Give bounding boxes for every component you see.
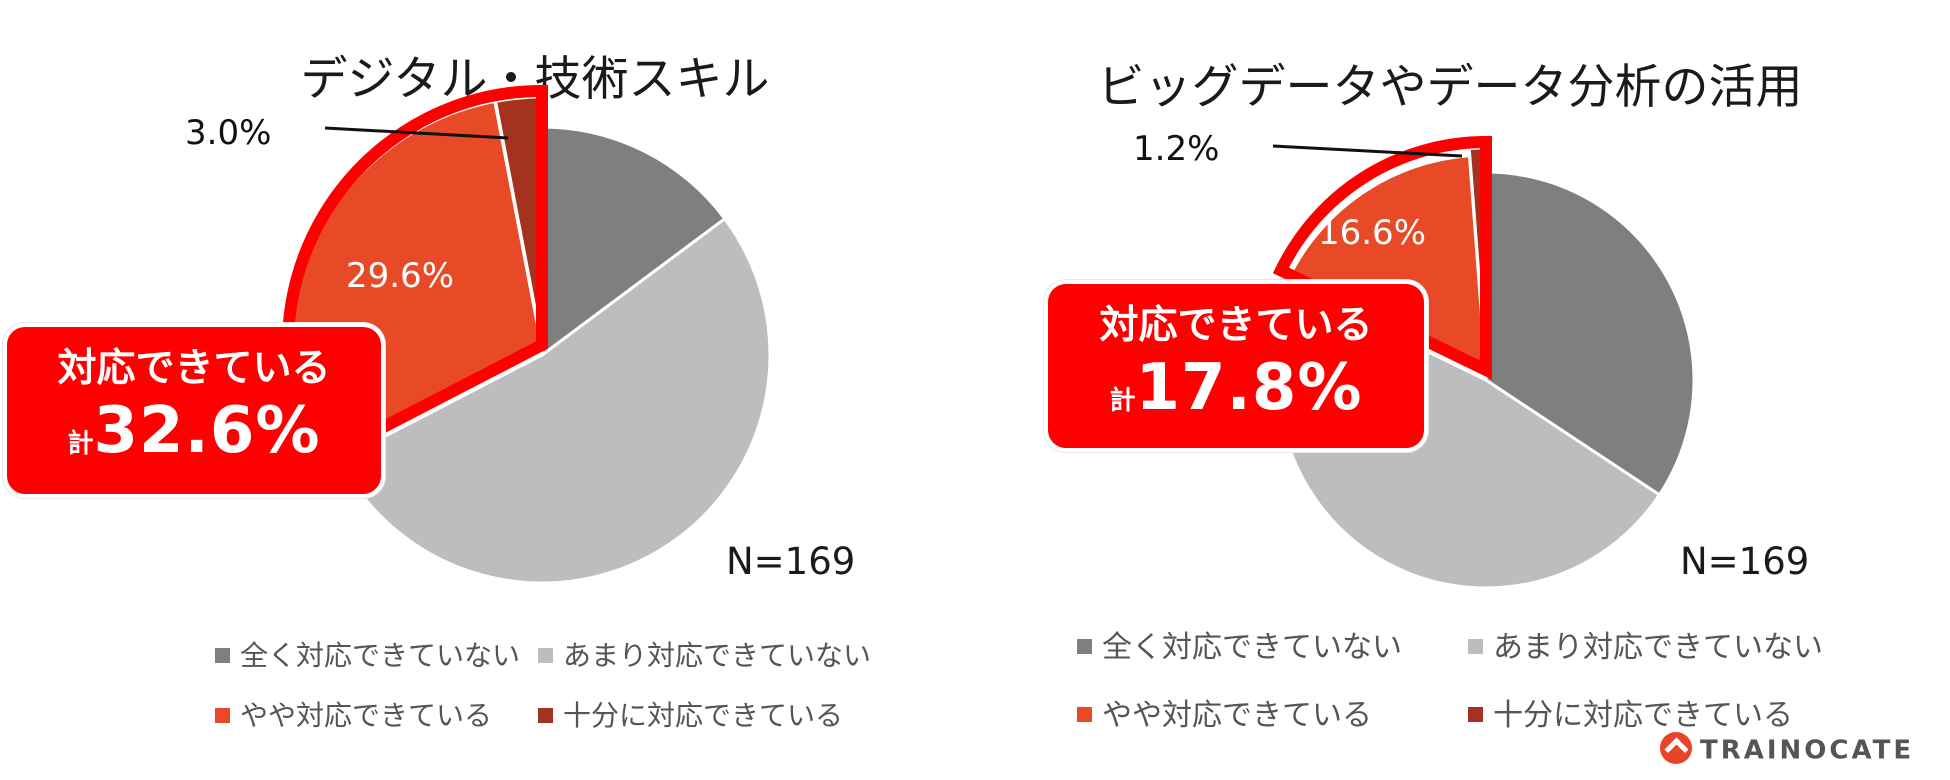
legend-item: 全く対応できていない — [1077, 622, 1402, 666]
callout-total-value: 32.6% — [93, 394, 321, 468]
chart-title-big-data: ビッグデータやデータ分析の活用 — [1097, 60, 1803, 115]
data-label: 16.6% — [1318, 213, 1426, 253]
callout-total-value: 17.8% — [1135, 351, 1363, 425]
legend-item: やや対応できている — [215, 694, 492, 734]
data-label: 29.6% — [346, 256, 454, 296]
leader-line — [324, 126, 509, 140]
pie-slice-2-4 — [1484, 170, 1696, 497]
brand-logo: TRAINOCATE — [1660, 732, 1915, 767]
legend-item: 全く対応できていない — [215, 634, 520, 674]
brand-icon — [1660, 732, 1692, 764]
brand-name: TRAINOCATE — [1700, 735, 1915, 766]
legend-swatch — [1468, 639, 1483, 654]
legend-item: やや対応できている — [1077, 690, 1372, 734]
legend-label: 十分に対応できている — [1493, 698, 1793, 733]
callout-prefix: 計 — [1109, 386, 1136, 416]
legend-label: あまり対応できていない — [1493, 630, 1823, 665]
sample-size-label: N=169 — [1680, 540, 1810, 583]
legend-swatch — [538, 647, 553, 663]
legend-item: 十分に対応できている — [1468, 690, 1793, 734]
highlight-callout-digital-skills: 対応できている 計32.6% — [3, 323, 385, 498]
pie-slice-1-4 — [540, 125, 727, 358]
callout-label: 対応できている — [57, 346, 331, 391]
pie-slice-2-2 — [1286, 154, 1488, 378]
legend-label: やや対応できている — [240, 699, 493, 732]
highlight-outline — [1272, 135, 1492, 380]
legend-swatch — [1077, 707, 1092, 722]
legend-label: 全く対応できていない — [1102, 630, 1402, 665]
data-label: 1.2% — [1133, 129, 1219, 169]
legend-item: 十分に対応できている — [538, 694, 843, 734]
legend-swatch — [215, 707, 230, 723]
data-label: 3.0% — [185, 113, 271, 153]
pie-slice-1-3 — [337, 216, 772, 585]
legend-swatch — [215, 647, 230, 663]
highlight-callout-big-data: 対応できている 計17.8% — [1044, 280, 1428, 452]
legend-swatch — [538, 707, 553, 723]
legend-swatch — [1077, 639, 1092, 654]
sample-size-label: N=169 — [726, 540, 856, 583]
leader-line — [1272, 144, 1463, 158]
callout-prefix: 計 — [67, 429, 94, 459]
legend-label: 十分に対応できている — [563, 699, 844, 732]
legend-label: 全く対応できていない — [240, 639, 521, 672]
callout-label: 対応できている — [1099, 303, 1373, 348]
legend-item: あまり対応できていない — [538, 634, 871, 674]
legend-item: あまり対応できていない — [1468, 622, 1823, 666]
legend-swatch — [1468, 707, 1483, 722]
legend-label: あまり対応できていない — [563, 639, 872, 672]
legend-label: やや対応できている — [1102, 698, 1372, 733]
